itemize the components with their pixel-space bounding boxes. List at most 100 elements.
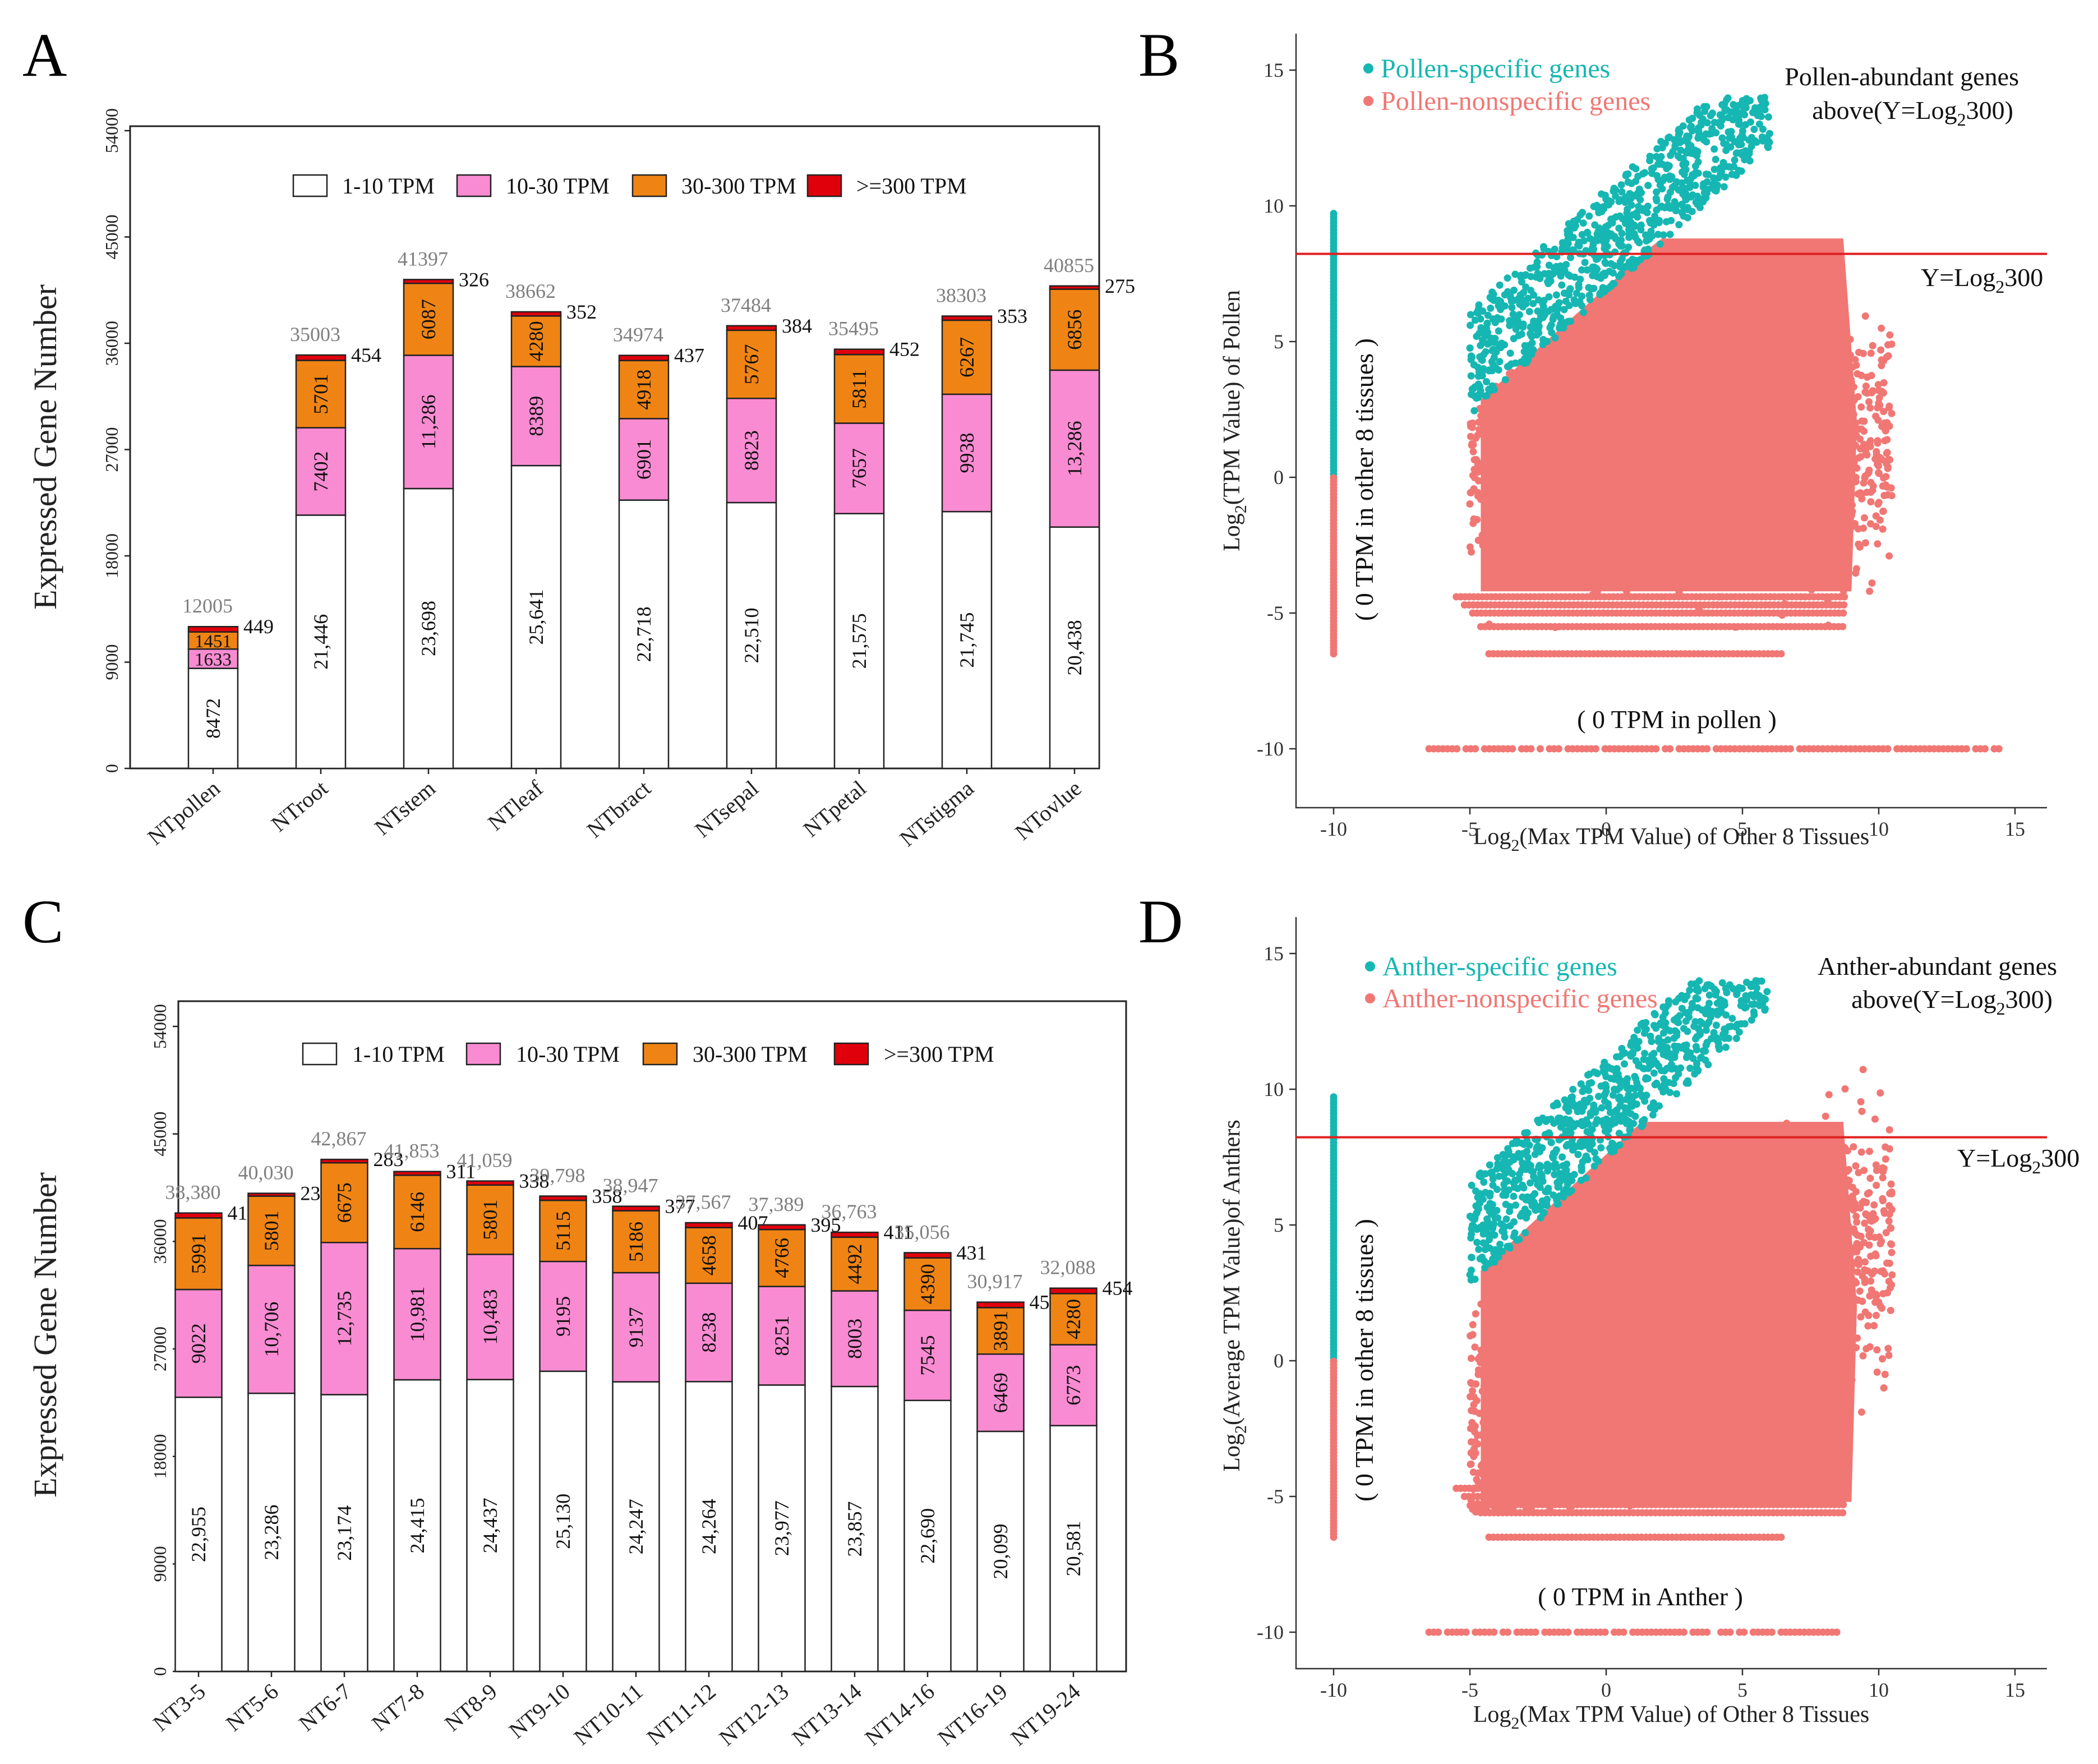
data-point bbox=[1485, 1295, 1493, 1303]
data-point bbox=[1799, 400, 1806, 408]
data-point bbox=[1493, 450, 1500, 458]
bar-total-label: 38662 bbox=[505, 280, 556, 302]
data-point bbox=[1723, 106, 1731, 114]
data-point bbox=[1506, 465, 1514, 473]
data-point bbox=[1766, 474, 1773, 482]
y-tick-label: 9000 bbox=[102, 644, 122, 680]
data-point bbox=[1703, 745, 1711, 753]
data-point bbox=[1470, 456, 1478, 464]
y-label-part-1: Log bbox=[1219, 513, 1245, 551]
category-label: NT10-11 bbox=[569, 1678, 648, 1750]
bar-value-label: 24,247 bbox=[625, 1499, 647, 1554]
y-label-part-3: (TPM Value) of Pollen bbox=[1219, 290, 1245, 505]
data-point bbox=[1848, 508, 1856, 515]
bar-segment bbox=[831, 1236, 879, 1292]
data-point bbox=[1825, 1091, 1833, 1099]
y-tick-label: 36000 bbox=[102, 321, 122, 366]
data-point bbox=[1619, 418, 1627, 426]
bar-value-label: 4492 bbox=[843, 1244, 866, 1284]
data-point bbox=[1489, 383, 1497, 391]
data-point bbox=[1646, 392, 1654, 399]
data-point bbox=[1554, 559, 1562, 567]
data-point bbox=[1704, 130, 1712, 138]
bar-value-label: 13,286 bbox=[1063, 421, 1086, 476]
data-point bbox=[1558, 281, 1566, 289]
data-point bbox=[1533, 367, 1541, 375]
data-point bbox=[1592, 457, 1599, 464]
data-point bbox=[1585, 320, 1593, 328]
data-point bbox=[1675, 362, 1683, 370]
y-tick-label: 15 bbox=[1264, 59, 1284, 81]
data-point bbox=[1638, 393, 1645, 401]
bar-top-label: 338 bbox=[519, 1170, 550, 1192]
data-point bbox=[1788, 1403, 1796, 1410]
bar-segment bbox=[539, 1195, 587, 1201]
bar-segment bbox=[1049, 285, 1100, 290]
bar-top-label: 454 bbox=[1103, 1277, 1133, 1300]
data-point bbox=[1809, 1311, 1817, 1319]
data-point bbox=[1761, 414, 1769, 422]
data-point bbox=[1593, 463, 1600, 471]
data-point bbox=[1703, 404, 1710, 412]
data-point bbox=[1839, 1305, 1847, 1313]
data-point bbox=[1330, 210, 1338, 218]
data-point bbox=[1851, 356, 1859, 363]
data-point bbox=[1477, 1300, 1485, 1308]
data-point bbox=[1504, 274, 1511, 282]
data-point bbox=[1620, 1284, 1627, 1291]
data-point bbox=[1634, 367, 1642, 375]
data-point bbox=[1833, 342, 1841, 350]
data-point bbox=[1495, 366, 1502, 374]
category-label: NTovlue bbox=[1010, 775, 1086, 845]
data-point bbox=[1774, 389, 1782, 397]
data-point bbox=[1545, 374, 1553, 382]
data-point bbox=[1656, 240, 1664, 248]
data-point bbox=[1590, 382, 1598, 390]
data-point bbox=[1761, 358, 1769, 366]
data-point bbox=[1685, 132, 1693, 140]
data-point bbox=[1548, 1295, 1556, 1302]
bar-value-label: 20,099 bbox=[989, 1523, 1012, 1579]
data-point bbox=[1610, 280, 1618, 288]
bar-value-label: 8823 bbox=[740, 430, 763, 471]
bar-segment bbox=[941, 393, 993, 513]
data-point bbox=[1658, 144, 1666, 151]
data-point bbox=[1811, 338, 1819, 346]
data-point bbox=[1590, 284, 1598, 292]
data-point bbox=[1530, 425, 1538, 433]
data-point bbox=[1682, 1210, 1690, 1218]
data-point bbox=[1750, 1214, 1758, 1222]
data-point bbox=[1488, 1271, 1496, 1279]
data-point bbox=[1593, 478, 1601, 486]
data-point bbox=[1830, 1196, 1838, 1204]
data-point bbox=[1788, 335, 1796, 343]
bar-value-label: 12,735 bbox=[333, 1291, 356, 1346]
data-point bbox=[1753, 1314, 1760, 1321]
data-point bbox=[1604, 285, 1612, 292]
data-point bbox=[1577, 1208, 1585, 1215]
data-point bbox=[1805, 563, 1813, 570]
data-point bbox=[1799, 466, 1806, 473]
bar-value-label: 5801 bbox=[260, 1210, 283, 1251]
data-point bbox=[1626, 443, 1634, 450]
data-point bbox=[1827, 421, 1834, 429]
bar-segment bbox=[403, 279, 454, 284]
data-point bbox=[1759, 125, 1767, 133]
data-point bbox=[1840, 601, 1848, 609]
data-point bbox=[1574, 390, 1582, 398]
bar-value-label: 9022 bbox=[187, 1323, 210, 1364]
data-point bbox=[1586, 1413, 1594, 1421]
data-point bbox=[1536, 529, 1544, 536]
data-point bbox=[1839, 623, 1847, 630]
data-point bbox=[1666, 1219, 1674, 1227]
legend-swatch-10-30 bbox=[456, 174, 492, 197]
data-point bbox=[1816, 445, 1824, 453]
data-point bbox=[1694, 490, 1702, 498]
data-point bbox=[1493, 476, 1501, 483]
data-point bbox=[1576, 399, 1584, 407]
data-point bbox=[1576, 1426, 1584, 1434]
data-point bbox=[1799, 448, 1806, 455]
data-point bbox=[1558, 523, 1566, 531]
data-point bbox=[1609, 269, 1617, 277]
data-point bbox=[1577, 1434, 1585, 1441]
